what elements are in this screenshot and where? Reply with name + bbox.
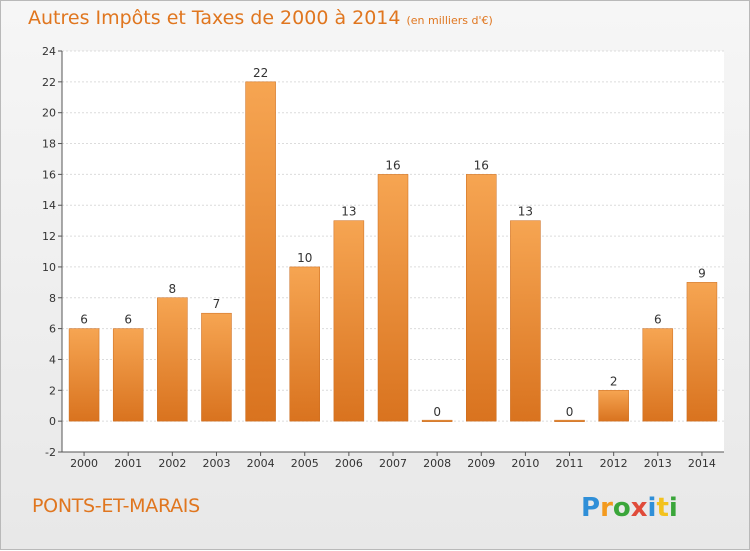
svg-text:Proxiti: Proxiti [581,493,678,523]
data-label-2002: 8 [169,282,177,296]
y-tick-label: 8 [49,292,56,305]
y-tick-label: 20 [42,107,56,120]
x-tick-label-2002: 2002 [158,457,186,470]
x-tick-label-2013: 2013 [644,457,672,470]
x-tick-label-2003: 2003 [202,457,230,470]
chart-title: Autres Impôts et Taxes de 2000 à 2014 (en… [28,7,493,29]
bar-2012 [598,390,629,422]
y-tick-label: -2 [45,446,56,459]
bar-2009 [466,174,497,422]
y-tick-label: 10 [42,261,56,274]
data-label-2000: 6 [80,313,88,327]
bar-2004 [245,81,276,422]
bar-2007 [377,174,409,422]
x-tick-label-2011: 2011 [556,457,584,470]
x-tick-label-2006: 2006 [335,457,363,470]
x-tick-label-2014: 2014 [688,457,716,470]
data-label-2010: 13 [518,205,533,219]
data-label-2007: 16 [385,158,400,172]
y-tick-label: 22 [42,76,56,89]
town-name: PONTS-ET-MARAIS [32,495,200,517]
y-tick-label: 14 [42,199,56,212]
x-tick-label-2005: 2005 [291,457,319,470]
y-tick-label: 18 [42,138,56,151]
data-label-2001: 6 [124,313,132,327]
data-label-2011: 0 [566,405,574,419]
data-label-2005: 10 [297,251,312,265]
bar-2006 [333,220,365,422]
y-tick-label: 4 [49,353,56,366]
bar-2014 [686,282,718,422]
bar-2001 [112,328,144,422]
y-tick-label: 0 [49,415,56,428]
bar-2013 [642,328,674,422]
y-tick-label: 2 [49,384,56,397]
bar-2000 [68,328,100,422]
x-tick-label-2000: 2000 [70,457,98,470]
x-tick-label-2001: 2001 [114,457,142,470]
x-tick-label-2010: 2010 [511,457,539,470]
data-label-2014: 9 [698,266,706,280]
chart-unit: (en milliers d'€) [406,14,493,27]
x-tick-label-2004: 2004 [247,457,275,470]
bar-2008 [421,419,453,422]
bar-2011 [554,419,585,422]
data-label-2003: 7 [213,297,221,311]
bar-2005 [289,266,320,422]
data-label-2009: 16 [474,158,489,172]
y-tick-label: 24 [42,45,56,58]
bar-2002 [157,297,188,422]
chart-title-text: Autres Impôts et Taxes de 2000 à 2014 [28,7,401,29]
x-tick-label-2009: 2009 [467,457,495,470]
proxiti-logo: Proxiti [581,493,678,523]
data-label-2004: 22 [253,66,268,80]
x-tick-label-2007: 2007 [379,457,407,470]
data-label-2008: 0 [433,405,441,419]
data-label-2012: 2 [610,374,618,388]
bar-2010 [510,220,541,422]
x-tick-label-2012: 2012 [600,457,628,470]
data-label-2013: 6 [654,313,662,327]
x-tick-label-2008: 2008 [423,457,451,470]
y-tick-label: 12 [42,230,56,243]
y-tick-label: 16 [42,168,56,181]
data-label-2006: 13 [341,205,356,219]
y-tick-label: 6 [49,323,56,336]
bar-2003 [201,312,232,422]
